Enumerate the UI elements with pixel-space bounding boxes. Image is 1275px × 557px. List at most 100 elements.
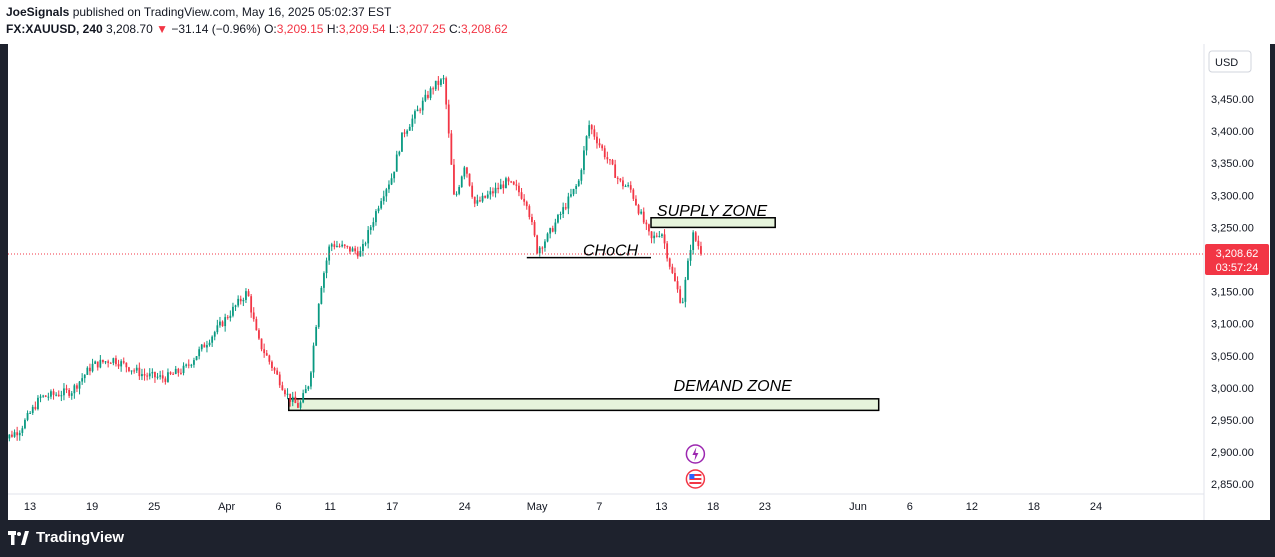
candle-body — [213, 332, 216, 337]
candle-body — [200, 344, 203, 350]
price-chart[interactable]: USD 2,850.00 2,900.00 2,950.00 3,000.00 3,050… — [0, 44, 1270, 520]
symbol-label: FX:XAUUSD, 240 — [6, 22, 103, 36]
candle-body — [229, 315, 232, 318]
candle-body — [635, 198, 637, 206]
candle-body — [468, 173, 471, 186]
candle-body — [37, 397, 39, 410]
candle-body — [291, 396, 294, 402]
change-value: −31.14 (−0.96%) — [171, 22, 261, 36]
candle-body — [447, 104, 450, 134]
candle-body — [596, 136, 598, 144]
close-label: C: — [448, 22, 461, 36]
candle-body — [81, 378, 84, 382]
candle-body — [598, 143, 601, 146]
last-price-header: 3,208.70 — [106, 22, 153, 36]
candle-body — [421, 100, 424, 111]
open-value: 3,209.15 — [276, 22, 324, 36]
y-tick-label: 3,150.00 — [1211, 287, 1254, 299]
currency-badge[interactable] — [1208, 50, 1252, 73]
candle-body — [536, 235, 539, 254]
candle-body — [476, 200, 479, 204]
plot-background[interactable] — [8, 44, 1204, 520]
candle-body — [252, 312, 255, 320]
y-tick-label: 2,900.00 — [1211, 447, 1254, 459]
candle-body — [403, 132, 406, 134]
high-label: H: — [326, 22, 339, 36]
candle-body — [247, 291, 250, 297]
candle-body — [104, 361, 107, 363]
x-tick-label: Jun — [849, 501, 867, 513]
flag-stripe — [689, 480, 702, 482]
candle-body — [341, 244, 344, 247]
demand-zone-label[interactable]: DEMAND ZONE — [674, 378, 793, 395]
y-tick-label: 3,450.00 — [1211, 94, 1254, 106]
candle-body — [325, 260, 328, 274]
candle-body — [185, 364, 188, 366]
candle-body — [122, 361, 125, 363]
candle-body — [434, 80, 437, 90]
candle-body — [356, 251, 359, 257]
candle-body — [284, 390, 286, 395]
footer: TradingView — [0, 520, 1275, 557]
candle-body — [377, 208, 380, 212]
candle-body — [68, 389, 71, 396]
supply-zone-rect[interactable] — [650, 217, 776, 229]
x-tick-label: 11 — [324, 501, 335, 513]
candle-body — [294, 396, 297, 404]
candle-body — [26, 413, 29, 420]
candle-body — [645, 222, 648, 225]
demand-zone-rect[interactable] — [288, 398, 880, 412]
lightning-glyph — [692, 447, 699, 461]
currency-label: USD — [1215, 57, 1238, 69]
candle-body — [489, 191, 492, 195]
candle-body — [31, 406, 34, 413]
candle-body — [697, 240, 700, 247]
candle-body — [515, 184, 518, 186]
candle-body — [398, 151, 401, 155]
candle-body — [541, 247, 544, 249]
candle-body — [310, 372, 312, 387]
candle-body — [627, 185, 630, 187]
candle-body — [650, 231, 653, 239]
brand-text: TradingView — [36, 529, 125, 546]
candle-body — [523, 198, 526, 202]
candle-body — [47, 396, 50, 398]
candle-body — [255, 319, 258, 331]
candle-body — [463, 167, 466, 177]
candle-body — [70, 393, 73, 396]
candle-body — [234, 305, 237, 307]
candle-body — [224, 317, 227, 327]
candle-body — [567, 196, 570, 209]
supply-zone-label[interactable]: SUPPLY ZONE — [657, 203, 768, 220]
candle-body — [551, 228, 554, 232]
candle-body — [315, 326, 318, 346]
candle-body — [393, 171, 396, 179]
candle-body — [169, 372, 172, 374]
tradingview-logo[interactable]: TradingView — [8, 529, 124, 546]
x-tick-label: 6 — [907, 501, 913, 513]
choch-label[interactable]: CHoCH — [583, 243, 639, 260]
candle-body — [437, 80, 440, 85]
candle-body — [21, 428, 24, 433]
candle-body — [343, 244, 346, 246]
y-tick-label: 3,100.00 — [1211, 319, 1254, 331]
candle-body — [679, 289, 682, 303]
candle-body — [11, 434, 13, 437]
candle-body — [94, 361, 97, 364]
candle-body — [692, 232, 695, 251]
candle-body — [216, 325, 219, 333]
author-name[interactable]: JoeSignals — [6, 5, 70, 19]
candle-body — [29, 412, 32, 414]
candle-body — [557, 214, 559, 223]
candle-body — [632, 189, 635, 199]
candle-body — [416, 109, 419, 112]
x-tick-label: 7 — [596, 501, 602, 513]
x-tick-label: 6 — [275, 501, 281, 513]
candle-body — [528, 206, 531, 217]
candle-body — [533, 222, 536, 236]
candle-body — [564, 207, 567, 209]
candle-body — [60, 395, 63, 397]
candle-body — [570, 194, 572, 197]
chart-area[interactable]: USD 2,850.00 2,900.00 2,950.00 3,000.00 3,050… — [0, 44, 1270, 520]
candle-body — [655, 235, 658, 237]
